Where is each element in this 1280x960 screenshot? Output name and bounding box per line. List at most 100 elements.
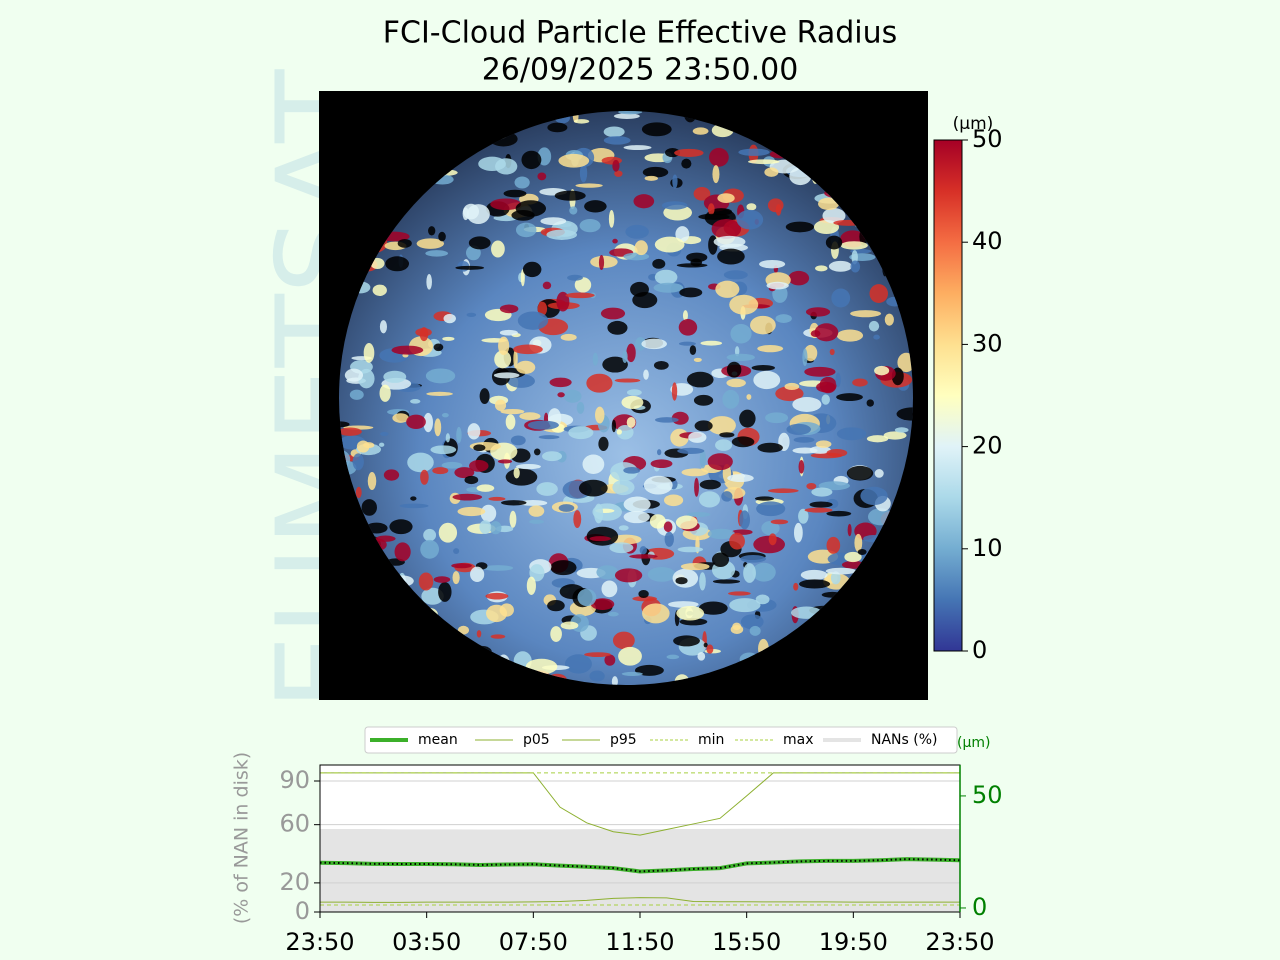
cloud bbox=[509, 510, 517, 528]
cloud bbox=[761, 521, 780, 536]
cloud bbox=[596, 565, 619, 580]
cloud bbox=[884, 313, 894, 326]
cloud bbox=[708, 235, 718, 255]
cloud bbox=[675, 515, 698, 530]
cloud bbox=[894, 427, 909, 433]
cloud bbox=[614, 568, 643, 583]
cloud bbox=[598, 436, 609, 451]
cloud bbox=[727, 474, 754, 483]
cloud bbox=[825, 567, 857, 575]
cloud bbox=[565, 292, 595, 299]
y-tick-label: 0 bbox=[295, 897, 310, 925]
cloud bbox=[613, 113, 640, 119]
cloud bbox=[698, 601, 728, 615]
x-tick-label: 07:50 bbox=[499, 928, 568, 956]
cloud bbox=[738, 148, 770, 156]
cloud bbox=[443, 313, 456, 324]
cloud bbox=[623, 510, 650, 524]
cloud bbox=[678, 341, 696, 346]
cloud bbox=[547, 599, 565, 612]
mean-dots bbox=[319, 858, 961, 873]
cloud bbox=[518, 500, 548, 506]
cloud bbox=[729, 532, 745, 550]
cloud bbox=[751, 365, 775, 371]
cloud bbox=[519, 412, 541, 421]
cloud bbox=[767, 488, 799, 494]
cloud bbox=[611, 419, 617, 433]
cloud bbox=[673, 635, 700, 647]
cloud bbox=[352, 453, 364, 471]
cloud bbox=[641, 122, 672, 137]
cloud bbox=[793, 582, 799, 591]
cloud bbox=[775, 386, 804, 402]
cloud bbox=[618, 525, 629, 531]
cloud bbox=[618, 646, 642, 666]
cloud bbox=[850, 260, 861, 273]
cloud bbox=[713, 235, 746, 248]
cloud bbox=[563, 389, 582, 403]
cloud bbox=[355, 486, 362, 499]
cloud bbox=[379, 320, 388, 334]
cloud bbox=[462, 207, 469, 221]
cloud bbox=[634, 337, 646, 351]
cloud bbox=[533, 448, 541, 456]
cloud bbox=[813, 219, 840, 235]
y-axis-label: (% of NAN in disk) bbox=[231, 752, 253, 924]
cloud bbox=[610, 534, 642, 545]
cloud bbox=[697, 651, 706, 661]
cloud bbox=[609, 542, 634, 554]
cloud bbox=[739, 510, 750, 530]
cloud bbox=[514, 176, 530, 189]
cloud bbox=[578, 479, 608, 497]
cloud bbox=[639, 546, 647, 555]
cloud bbox=[452, 571, 460, 585]
cloud bbox=[574, 277, 592, 293]
colorbar-tick-label: 40 bbox=[972, 227, 1003, 255]
cloud bbox=[726, 378, 746, 388]
cloud bbox=[554, 190, 586, 201]
cloud bbox=[699, 479, 721, 490]
cloud bbox=[672, 174, 678, 189]
cloud bbox=[644, 175, 659, 181]
cloud bbox=[874, 469, 884, 478]
cloud bbox=[550, 560, 577, 576]
cloud bbox=[503, 189, 527, 198]
series-line bbox=[320, 897, 960, 903]
cloud bbox=[809, 501, 833, 508]
cloud bbox=[815, 440, 832, 448]
cloud bbox=[694, 477, 699, 497]
cloud bbox=[850, 310, 882, 318]
cloud bbox=[654, 417, 679, 423]
cloud bbox=[846, 465, 874, 481]
cloud bbox=[679, 287, 703, 298]
cloud bbox=[391, 345, 424, 355]
cloud bbox=[666, 654, 680, 660]
x-tick-label: 23:50 bbox=[925, 928, 994, 956]
cloud bbox=[349, 389, 364, 400]
cloud bbox=[765, 412, 789, 424]
cloud bbox=[356, 440, 370, 453]
cloud bbox=[821, 394, 830, 405]
cloud bbox=[383, 469, 400, 481]
cloud bbox=[433, 343, 444, 352]
cloud bbox=[397, 238, 412, 248]
cloud bbox=[489, 521, 502, 535]
cloud bbox=[748, 159, 780, 165]
cloud bbox=[378, 442, 385, 447]
cloud bbox=[445, 433, 450, 443]
cloud bbox=[804, 366, 836, 377]
cloud bbox=[703, 642, 708, 648]
cloud bbox=[584, 200, 607, 213]
cloud bbox=[389, 519, 413, 535]
x-tick-label: 23:50 bbox=[285, 928, 354, 956]
cloud bbox=[511, 209, 535, 221]
cloud bbox=[612, 238, 618, 244]
legend-label: min bbox=[698, 732, 724, 748]
cloud bbox=[866, 399, 874, 407]
cloud bbox=[653, 361, 669, 370]
cloud bbox=[464, 475, 479, 485]
cloud bbox=[710, 208, 733, 216]
cloud bbox=[749, 625, 761, 636]
cloud bbox=[586, 373, 613, 393]
cloud bbox=[729, 598, 761, 613]
